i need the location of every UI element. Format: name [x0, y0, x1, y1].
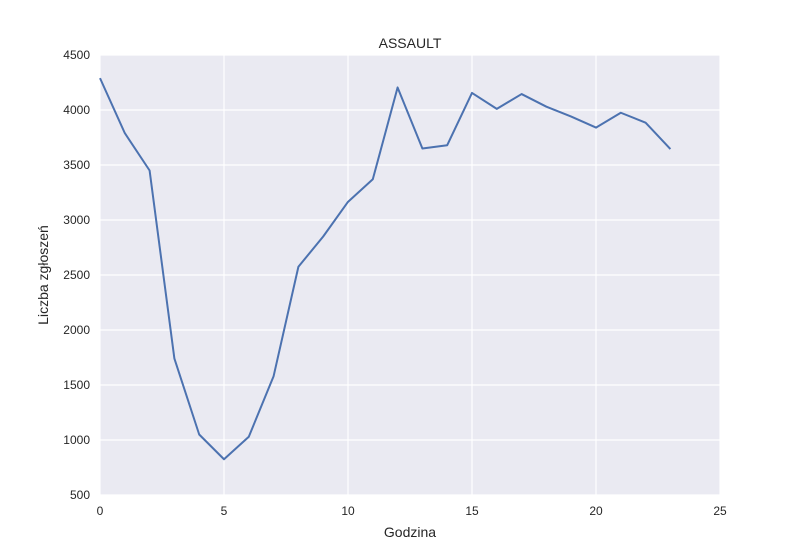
y-tick-label: 2000	[63, 323, 90, 337]
x-tick-label: 20	[589, 504, 603, 518]
y-tick-label: 3000	[63, 213, 90, 227]
series-group	[99, 77, 672, 461]
y-tick-label: 4000	[63, 103, 90, 117]
y-tick-label: 3500	[63, 158, 90, 172]
chart-title: ASSAULT	[379, 35, 442, 51]
x-tick-label: 10	[341, 504, 355, 518]
y-tick-label: 4500	[63, 48, 90, 62]
y-tick-label: 500	[70, 488, 90, 502]
x-tick-label: 15	[465, 504, 479, 518]
x-axis-ticks: 0 5 10 15 20 25	[97, 504, 727, 518]
y-tick-label: 1500	[63, 378, 90, 392]
y-tick-label: 2500	[63, 268, 90, 282]
x-axis-label: Godzina	[384, 524, 436, 540]
x-tick-label: 0	[97, 504, 104, 518]
series-line-0	[99, 77, 672, 461]
y-tick-label: 1000	[63, 433, 90, 447]
y-axis-label: Liczba zgłoszeń	[35, 225, 51, 325]
y-axis-ticks: 500 1000 1500 2000 2500 3000 3500 4000 4500	[63, 48, 90, 502]
x-tick-label: 5	[221, 504, 228, 518]
x-tick-label: 25	[713, 504, 727, 518]
